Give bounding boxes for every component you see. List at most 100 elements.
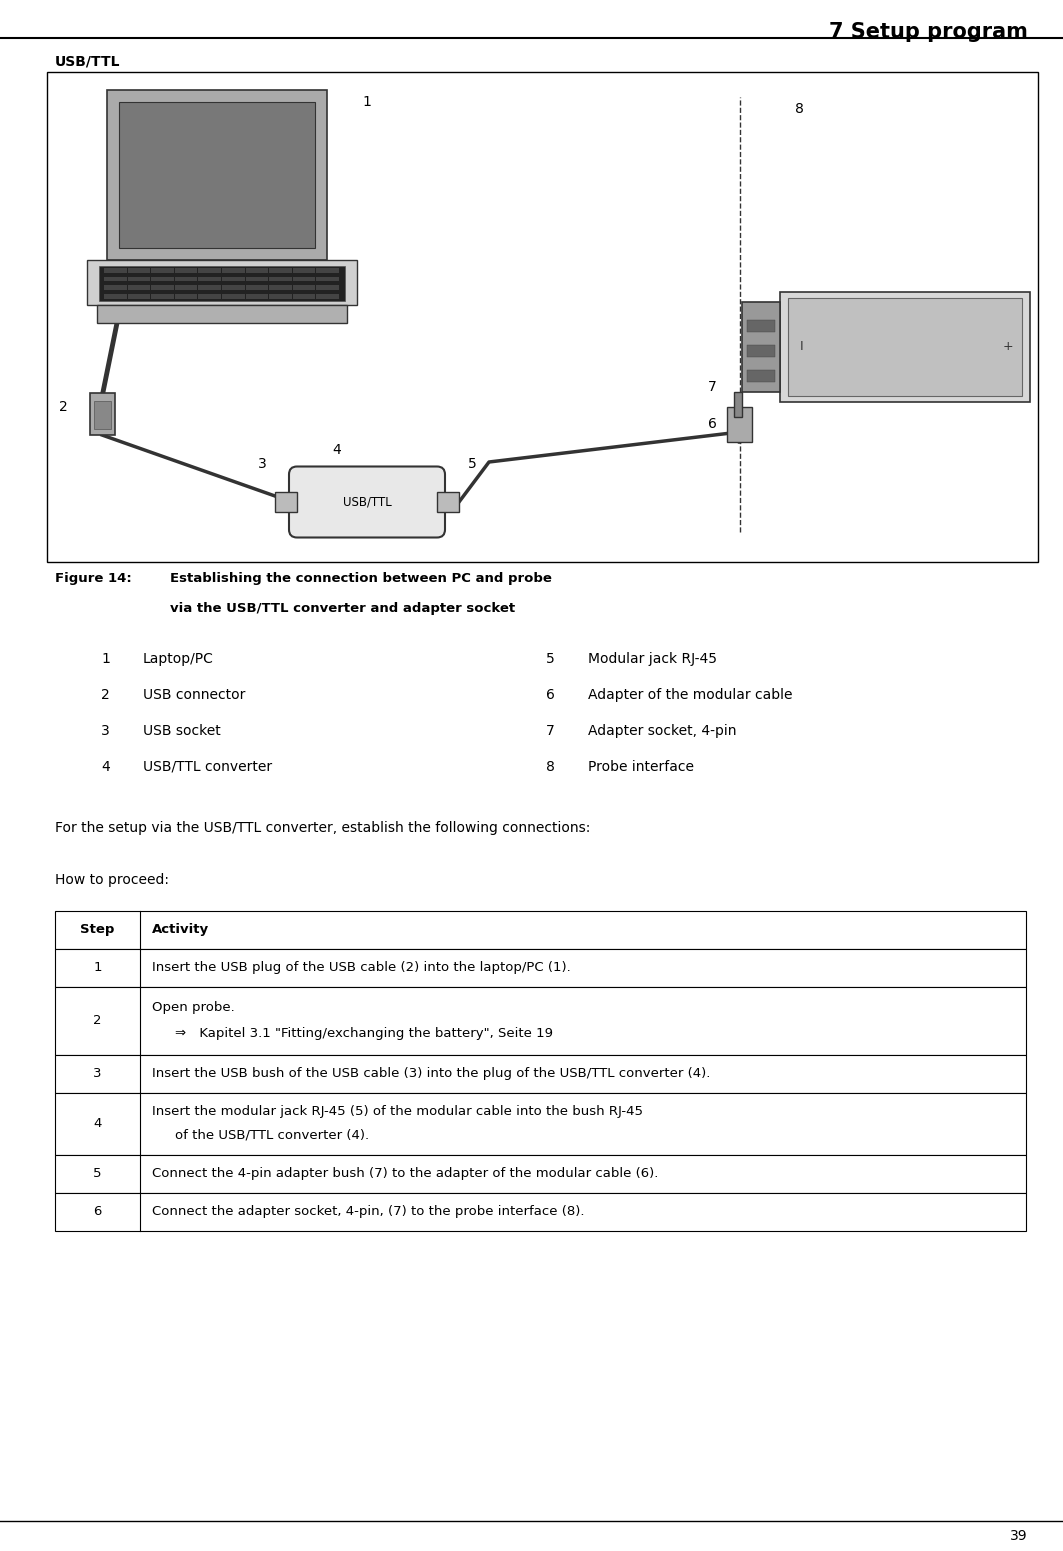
Bar	[128, 285, 150, 290]
Bar	[246, 276, 268, 281]
Bar	[788, 298, 1022, 396]
Text: 7 Setup program: 7 Setup program	[829, 22, 1028, 42]
Bar	[317, 276, 339, 281]
Bar	[292, 276, 316, 281]
Text: I: I	[800, 341, 804, 354]
Bar	[222, 295, 244, 299]
Bar	[55, 910, 1026, 949]
Text: of the USB/TTL converter (4).: of the USB/TTL converter (4).	[175, 1129, 369, 1142]
Bar	[747, 344, 775, 357]
Text: 8: 8	[546, 760, 555, 774]
Text: 7: 7	[546, 724, 555, 738]
Text: Laptop/PC: Laptop/PC	[144, 651, 214, 665]
Text: Connect the 4-pin adapter bush (7) to the adapter of the modular cable (6).: Connect the 4-pin adapter bush (7) to th…	[152, 1168, 658, 1180]
Bar	[292, 268, 316, 273]
Bar	[128, 295, 150, 299]
Text: USB/TTL: USB/TTL	[342, 495, 391, 509]
Bar	[742, 302, 780, 392]
Text: Adapter socket, 4-pin: Adapter socket, 4-pin	[588, 724, 737, 738]
Text: 6: 6	[94, 1205, 102, 1219]
Bar	[780, 292, 1030, 402]
Bar	[174, 285, 198, 290]
Text: 4: 4	[94, 1118, 102, 1131]
Text: 3: 3	[257, 458, 267, 472]
Bar	[199, 285, 221, 290]
Bar	[246, 268, 268, 273]
Text: 1: 1	[101, 651, 109, 665]
Bar	[747, 371, 775, 382]
Bar	[269, 268, 292, 273]
Text: Step: Step	[81, 923, 115, 937]
Bar	[107, 90, 327, 261]
Text: Activity: Activity	[152, 923, 209, 937]
Text: 39: 39	[1010, 1529, 1028, 1543]
Text: Probe interface: Probe interface	[588, 760, 694, 774]
Bar	[269, 295, 292, 299]
Text: 5: 5	[468, 458, 476, 472]
Text: 4: 4	[333, 444, 341, 458]
Text: 3: 3	[101, 724, 109, 738]
Text: 6: 6	[708, 417, 718, 431]
Text: 1: 1	[362, 95, 371, 109]
Bar	[151, 276, 173, 281]
Text: 2: 2	[94, 1014, 102, 1027]
Bar	[119, 102, 315, 248]
Text: 1: 1	[94, 962, 102, 974]
Text: 5: 5	[94, 1168, 102, 1180]
Bar	[151, 285, 173, 290]
Bar	[55, 1193, 1026, 1231]
Bar	[55, 1055, 1026, 1093]
Text: Connect the adapter socket, 4-pin, (7) to the probe interface (8).: Connect the adapter socket, 4-pin, (7) t…	[152, 1205, 585, 1219]
Text: 3: 3	[94, 1067, 102, 1081]
Bar	[174, 295, 198, 299]
Text: How to proceed:: How to proceed:	[55, 873, 169, 887]
Bar	[87, 261, 357, 306]
Bar	[747, 320, 775, 332]
Bar	[104, 295, 126, 299]
Text: +: +	[1002, 341, 1013, 354]
Bar	[104, 285, 126, 290]
Bar	[437, 492, 459, 512]
Bar	[55, 986, 1026, 1055]
Bar	[222, 285, 244, 290]
Bar	[55, 949, 1026, 986]
Text: 8: 8	[795, 102, 804, 116]
Bar	[47, 71, 1037, 561]
Bar	[151, 295, 173, 299]
Text: Figure 14:: Figure 14:	[55, 572, 132, 585]
Bar	[55, 1093, 1026, 1155]
Bar	[99, 267, 345, 301]
FancyBboxPatch shape	[289, 467, 445, 538]
Bar	[317, 268, 339, 273]
Text: USB socket: USB socket	[144, 724, 221, 738]
Text: Modular jack RJ-45: Modular jack RJ-45	[588, 651, 718, 665]
Bar	[97, 306, 347, 323]
Bar	[199, 268, 221, 273]
Bar	[128, 276, 150, 281]
Bar	[292, 295, 316, 299]
Bar	[104, 276, 126, 281]
Bar	[317, 295, 339, 299]
Bar	[151, 268, 173, 273]
Text: 2: 2	[101, 689, 109, 703]
Text: Insert the USB bush of the USB cable (3) into the plug of the USB/TTL converter : Insert the USB bush of the USB cable (3)…	[152, 1067, 710, 1081]
Bar	[733, 392, 742, 417]
Text: Adapter of the modular cable: Adapter of the modular cable	[588, 689, 793, 703]
Text: Insert the modular jack RJ-45 (5) of the modular cable into the bush RJ-45: Insert the modular jack RJ-45 (5) of the…	[152, 1106, 643, 1118]
Text: 6: 6	[546, 689, 555, 703]
Bar	[174, 268, 198, 273]
Bar	[199, 295, 221, 299]
Bar	[128, 268, 150, 273]
Bar	[174, 276, 198, 281]
Bar	[317, 285, 339, 290]
Bar	[222, 276, 244, 281]
Text: 5: 5	[546, 651, 555, 665]
Bar	[292, 285, 316, 290]
Bar	[104, 268, 126, 273]
Bar	[94, 402, 111, 430]
Text: via the USB/TTL converter and adapter socket: via the USB/TTL converter and adapter so…	[170, 602, 516, 616]
Bar	[727, 406, 752, 442]
Text: 2: 2	[60, 400, 68, 414]
Bar	[90, 392, 115, 434]
Text: USB/TTL converter: USB/TTL converter	[144, 760, 272, 774]
